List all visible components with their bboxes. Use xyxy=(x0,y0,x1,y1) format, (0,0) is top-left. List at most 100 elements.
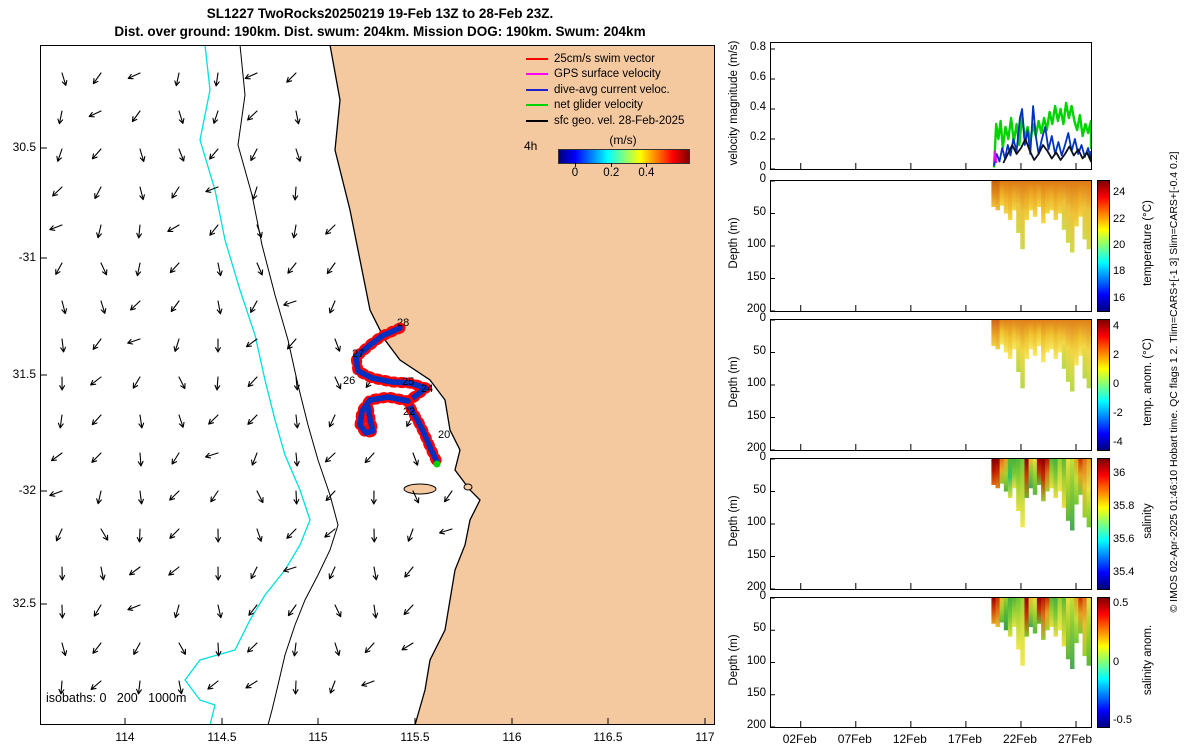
vector-arrow xyxy=(137,452,144,467)
map-x-tick-label: 115 xyxy=(308,730,328,744)
temperature-colorbar-tick: 18 xyxy=(1113,265,1126,278)
vector-arrow xyxy=(49,490,63,497)
vector-arrow xyxy=(291,224,298,239)
legend-item: sfc geo. vel. 28-Feb-2025 xyxy=(526,113,684,129)
temp_anom-colorbar-tick: 4 xyxy=(1113,319,1120,332)
isobath-1000m xyxy=(184,45,311,725)
map-panel: 28 27 26 25 24 22 20 25cm/s swim vector GPS sur… xyxy=(40,45,715,725)
depth-tick-label: 0 xyxy=(759,451,766,463)
vector-arrow xyxy=(325,490,336,502)
vector-arrow xyxy=(178,148,185,162)
legend-item-label: 25cm/s swim vector xyxy=(554,52,655,65)
profile-column xyxy=(1012,598,1017,627)
vector-arrow xyxy=(329,680,336,694)
time-tick-label: 07Feb xyxy=(837,732,872,746)
track-day-label: 28 xyxy=(397,317,409,329)
profile-column xyxy=(1007,459,1013,498)
profile-column xyxy=(1024,598,1029,637)
velocity-y-tick-label: 0.6 xyxy=(750,71,766,83)
profile-column xyxy=(1053,181,1058,220)
vector-arrow xyxy=(216,300,223,315)
profile-column xyxy=(1016,598,1021,650)
vector-arrow xyxy=(59,566,66,581)
vector-arrow xyxy=(138,414,145,429)
depth-tick-label: 0 xyxy=(759,590,766,602)
coastline xyxy=(329,45,481,725)
legend-item-label: GPS surface velocity xyxy=(554,68,661,81)
profile-column xyxy=(1078,181,1083,217)
vector-arrow xyxy=(90,680,102,690)
vector-arrow xyxy=(371,528,378,543)
vector-arrow xyxy=(361,680,375,687)
colorbar-tick-label: 0.4 xyxy=(638,167,655,179)
profile-column xyxy=(1082,459,1087,518)
vector-arrow xyxy=(178,414,185,428)
profile-column xyxy=(1057,459,1063,492)
profile-column xyxy=(1049,181,1054,211)
vector-arrow xyxy=(139,186,145,201)
salinity-colorbar-tick: 35.8 xyxy=(1113,499,1135,512)
profile-column xyxy=(1057,181,1063,214)
legend-item-label: sfc geo. vel. 28-Feb-2025 xyxy=(554,114,685,127)
vector-arrow xyxy=(245,680,258,689)
salinity_anom-colorbar-tick: 0.5 xyxy=(1113,596,1129,609)
velocity-series xyxy=(993,150,998,164)
profile-column xyxy=(991,459,996,485)
profile-column xyxy=(1032,598,1038,634)
island xyxy=(403,483,437,495)
vector-arrow xyxy=(129,566,141,576)
vector-arrow xyxy=(178,642,186,655)
track-end-marker xyxy=(433,460,441,468)
profile-column xyxy=(1041,320,1046,363)
vector-arrow xyxy=(130,300,141,311)
vector-arrow xyxy=(100,300,107,314)
vector-arrow xyxy=(412,452,419,466)
vector-arrow xyxy=(215,528,222,543)
velocity-y-tick-label: 0.4 xyxy=(750,101,766,113)
vector-arrow xyxy=(334,642,341,656)
vector-arrow xyxy=(205,186,219,193)
profile-column xyxy=(1016,320,1021,372)
land-area xyxy=(330,45,715,725)
profile-column xyxy=(1024,181,1029,220)
vector-arrow xyxy=(55,528,63,542)
profile-column xyxy=(1012,181,1017,211)
profile-column xyxy=(1053,320,1058,359)
temp_anom-colorbar-tick: -2 xyxy=(1113,407,1123,420)
track-day-label: 22 xyxy=(403,406,415,418)
vector-arrow xyxy=(169,490,180,501)
depth-tick-label: 0 xyxy=(759,173,766,185)
profile-column xyxy=(1070,598,1075,669)
vector-arrow xyxy=(57,110,64,125)
vector-arrow xyxy=(92,642,102,654)
vector-arrow xyxy=(293,490,300,505)
profile-column xyxy=(1053,598,1058,637)
profile-column xyxy=(1082,181,1087,240)
colorbar-tickmark xyxy=(611,163,613,167)
profile-column xyxy=(1057,598,1063,631)
profile-column xyxy=(1045,320,1050,353)
colorbar-tickmark xyxy=(574,163,576,167)
depth-tick-label: 200 xyxy=(746,581,766,593)
profile-column xyxy=(1061,320,1067,369)
vector-arrow xyxy=(283,300,297,307)
profile-column xyxy=(1020,181,1025,250)
depth-tick-label: 50 xyxy=(753,205,766,218)
profile-column xyxy=(1003,320,1009,353)
salinity-colorbar-tick: 35.4 xyxy=(1113,565,1135,578)
depth-tick-label: 100 xyxy=(746,654,766,667)
legend-line-sample xyxy=(526,119,548,122)
map-x-tick-label: 115.5 xyxy=(400,730,430,744)
profile-column xyxy=(1020,598,1025,666)
vector-arrow xyxy=(167,224,180,233)
temp_anom-panel-canvas xyxy=(771,319,1092,451)
vector-arrow xyxy=(292,642,298,657)
vector-arrow xyxy=(136,224,143,239)
map-canvas: 28 27 26 25 24 22 20 xyxy=(40,45,715,725)
vector-arrow xyxy=(251,452,258,466)
vector-arrow xyxy=(52,186,63,197)
salinity-colorbar-tick: 35.6 xyxy=(1113,532,1135,545)
profile-column xyxy=(999,459,1005,484)
time-tick-label: 22Feb xyxy=(1002,732,1037,746)
